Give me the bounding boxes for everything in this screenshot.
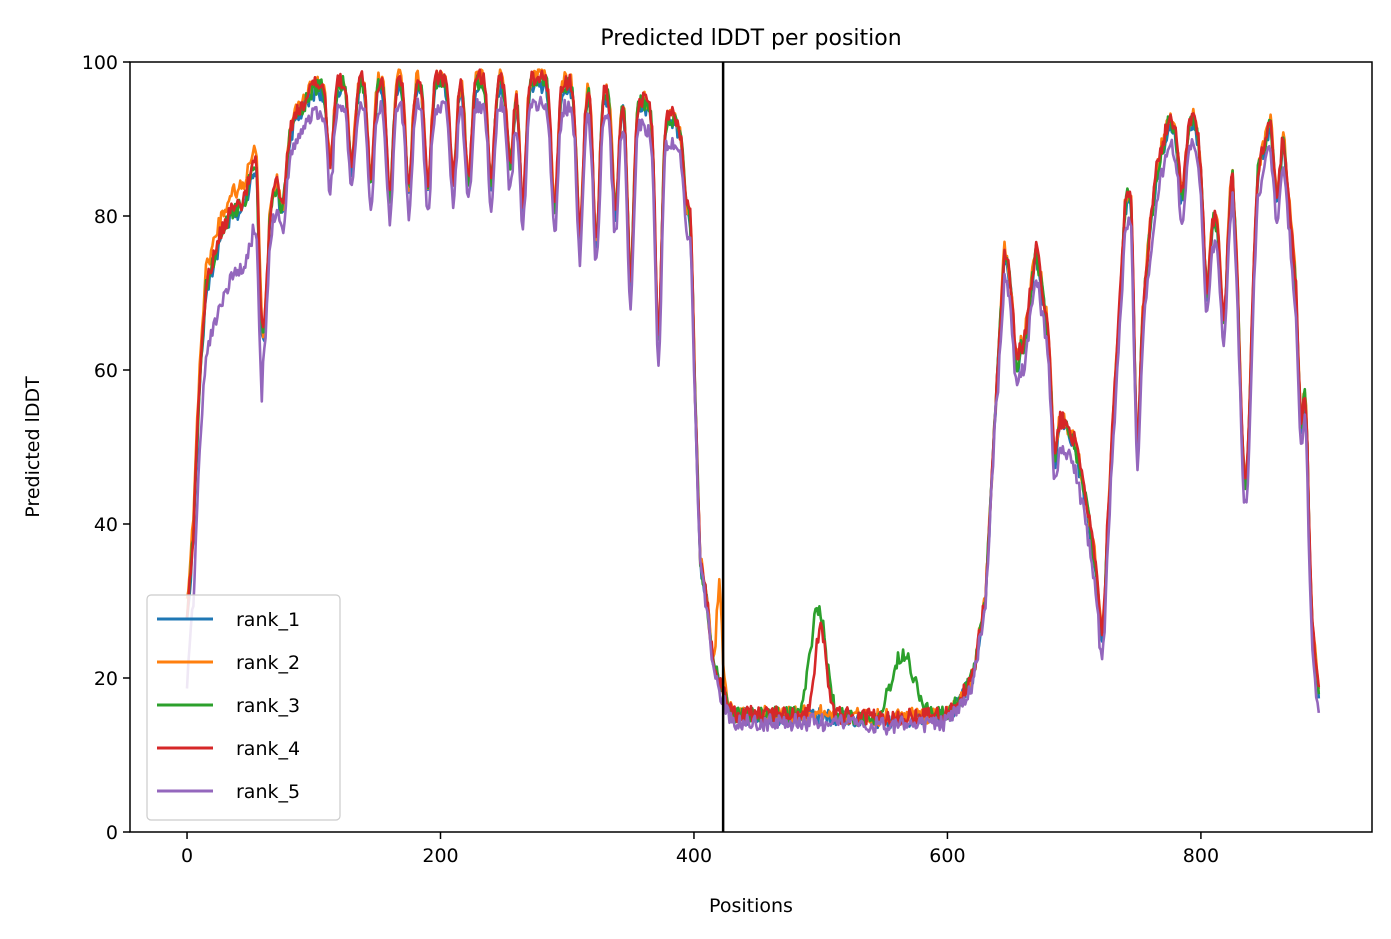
- x-tick-label: 200: [422, 845, 458, 867]
- x-tick-label: 600: [929, 845, 965, 867]
- plot-frame: [129, 61, 1373, 833]
- y-axis: 0 20 40 60 80 100: [82, 52, 130, 844]
- legend-label: rank_5: [236, 781, 300, 803]
- y-tick-label: 20: [94, 668, 118, 690]
- legend: rank_1 rank_2 rank_3 rank_4 rank_5: [146, 594, 341, 821]
- legend-label: rank_2: [236, 652, 300, 674]
- x-tick-label: 400: [676, 845, 712, 867]
- x-axis-label: Positions: [709, 895, 793, 917]
- series-lines: [185, 68, 1321, 736]
- legend-box: [146, 594, 341, 821]
- y-tick-label: 40: [94, 514, 118, 536]
- legend-label: rank_1: [236, 609, 300, 631]
- series-line-rank_5: [185, 95, 1321, 736]
- legend-label: rank_3: [236, 695, 300, 717]
- y-tick-label: 60: [94, 360, 118, 382]
- x-tick-label: 800: [1183, 845, 1219, 867]
- y-tick-label: 0: [106, 822, 118, 844]
- y-tick-label: 80: [94, 206, 118, 228]
- x-tick-label: 0: [181, 845, 193, 867]
- y-tick-label: 100: [82, 52, 118, 74]
- y-axis-label: Predicted lDDT: [22, 376, 44, 518]
- x-axis: 0 200 400 600 800: [181, 832, 1219, 867]
- chart-title: Predicted lDDT per position: [600, 26, 901, 51]
- series-line-rank_2: [185, 68, 1321, 728]
- series-line-rank_3: [185, 72, 1321, 727]
- series-line-rank_4: [185, 68, 1321, 728]
- legend-label: rank_4: [236, 738, 300, 760]
- series-line-rank_1: [185, 76, 1321, 730]
